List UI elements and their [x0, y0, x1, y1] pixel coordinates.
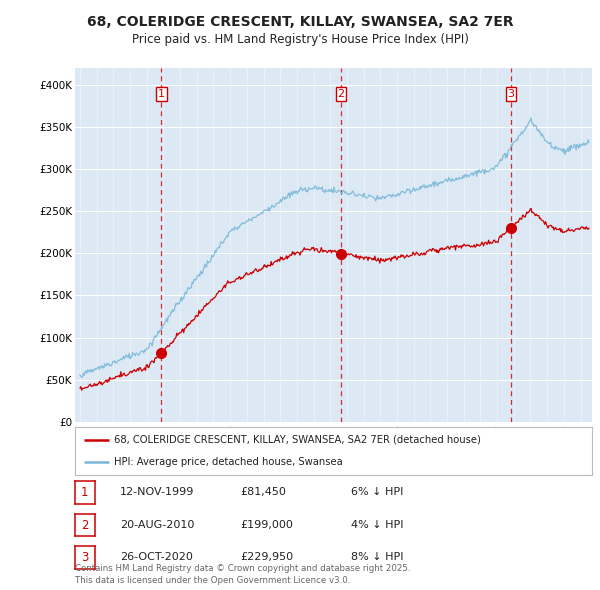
Text: 26-OCT-2020: 26-OCT-2020 [120, 552, 193, 562]
Text: Contains HM Land Registry data © Crown copyright and database right 2025.
This d: Contains HM Land Registry data © Crown c… [75, 565, 410, 585]
Text: 8% ↓ HPI: 8% ↓ HPI [351, 552, 404, 562]
Text: Price paid vs. HM Land Registry's House Price Index (HPI): Price paid vs. HM Land Registry's House … [131, 33, 469, 46]
Text: 3: 3 [508, 89, 514, 99]
Text: 68, COLERIDGE CRESCENT, KILLAY, SWANSEA, SA2 7ER: 68, COLERIDGE CRESCENT, KILLAY, SWANSEA,… [86, 15, 514, 29]
Text: 68, COLERIDGE CRESCENT, KILLAY, SWANSEA, SA2 7ER (detached house): 68, COLERIDGE CRESCENT, KILLAY, SWANSEA,… [114, 435, 481, 445]
Text: 2: 2 [81, 519, 89, 532]
Text: £229,950: £229,950 [240, 552, 293, 562]
Text: 20-AUG-2010: 20-AUG-2010 [120, 520, 194, 529]
Text: 1: 1 [158, 89, 165, 99]
Text: 12-NOV-1999: 12-NOV-1999 [120, 487, 194, 497]
Text: 4% ↓ HPI: 4% ↓ HPI [351, 520, 404, 529]
Text: £199,000: £199,000 [240, 520, 293, 529]
Text: HPI: Average price, detached house, Swansea: HPI: Average price, detached house, Swan… [114, 457, 343, 467]
Text: £81,450: £81,450 [240, 487, 286, 497]
Text: 3: 3 [81, 551, 89, 564]
Text: 2: 2 [337, 89, 344, 99]
Text: 6% ↓ HPI: 6% ↓ HPI [351, 487, 403, 497]
Text: 1: 1 [81, 486, 89, 499]
